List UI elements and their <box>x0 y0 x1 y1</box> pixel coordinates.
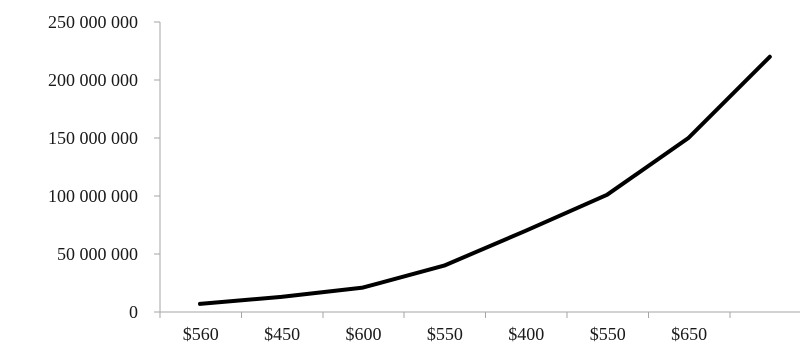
series-line <box>198 54 772 306</box>
y-tick-label: 0 <box>129 302 138 322</box>
series-layer <box>198 54 772 306</box>
y-tick-label: 200 000 000 <box>48 70 138 90</box>
x-tick-label: $560 <box>183 324 219 344</box>
axes <box>154 21 800 318</box>
y-tick-label: 100 000 000 <box>48 186 138 206</box>
y-tick-label: 150 000 000 <box>48 128 138 148</box>
x-tick-label: $550 <box>590 324 626 344</box>
y-axis-labels: 0 50 000 000 100 000 000 150 000 000 200 000… <box>48 12 138 322</box>
y-tick-label: 50 000 000 <box>57 244 138 264</box>
x-tick-label: $550 <box>427 324 463 344</box>
x-tick-label: $400 <box>508 324 544 344</box>
y-tick-label: 250 000 000 <box>48 12 138 32</box>
x-tick-label: $600 <box>346 324 382 344</box>
x-axis-labels: $560 $450 $600 $550 $400 $550 $650 <box>183 324 707 344</box>
x-tick-label: $650 <box>671 324 707 344</box>
x-tick-label: $450 <box>264 324 300 344</box>
